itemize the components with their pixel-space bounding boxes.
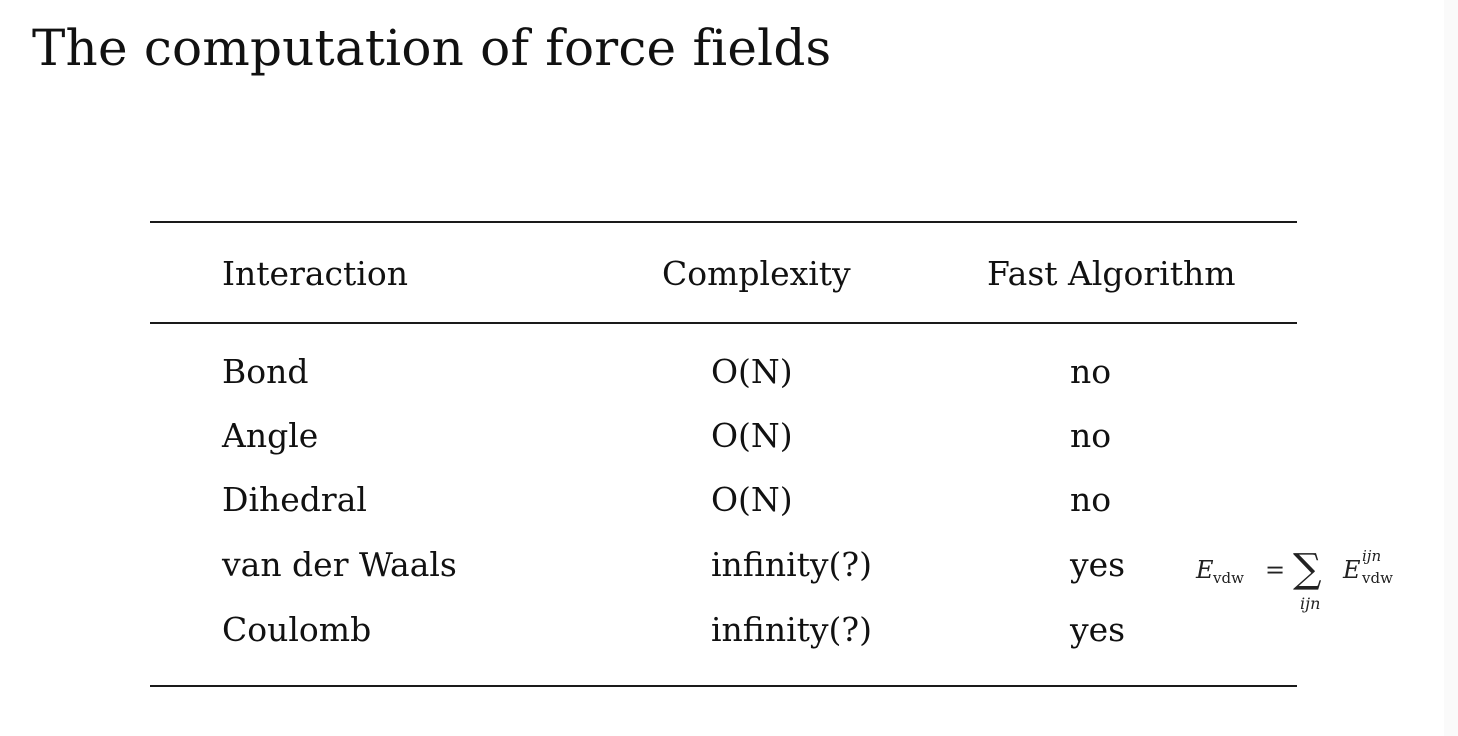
cell-interaction-van-der-waals: van der Waals xyxy=(222,545,457,584)
formula-lhs-subscript: vdw xyxy=(1213,569,1244,587)
slide-title: The computation of force fields xyxy=(32,19,832,77)
cell-complexity-van-der-waals: infinity(?) xyxy=(711,545,872,584)
cell-interaction-bond: Bond xyxy=(222,352,309,391)
vdw-energy-formula: E vdw = ∑ ijn E ijn vdw xyxy=(1196,548,1426,628)
cell-fast-algorithm-coulomb: yes xyxy=(1070,610,1126,649)
header-complexity: Complexity xyxy=(662,254,851,293)
formula-rhs-symbol: E xyxy=(1343,556,1361,584)
cell-complexity-coulomb: infinity(?) xyxy=(711,610,872,649)
cell-complexity-dihedral: O(N) xyxy=(711,480,793,519)
sum-index: ijn xyxy=(1300,594,1321,613)
right-edge-strip xyxy=(1444,0,1458,736)
cell-interaction-dihedral: Dihedral xyxy=(222,480,367,519)
header-interaction: Interaction xyxy=(222,254,408,293)
cell-fast-algorithm-angle: no xyxy=(1070,416,1112,455)
cell-complexity-bond: O(N) xyxy=(711,352,793,391)
table-top-rule xyxy=(150,221,1297,223)
formula-lhs-symbol: E xyxy=(1196,556,1214,584)
cell-fast-algorithm-van-der-waals: yes xyxy=(1070,545,1126,584)
table-bottom-rule xyxy=(150,685,1297,687)
header-fast-algorithm: Fast Algorithm xyxy=(987,254,1236,293)
table-header-rule xyxy=(150,322,1297,324)
cell-fast-algorithm-dihedral: no xyxy=(1070,480,1112,519)
cell-interaction-coulomb: Coulomb xyxy=(222,610,372,649)
sum-symbol: ∑ xyxy=(1293,546,1322,592)
formula-rhs-subscript: vdw xyxy=(1362,569,1393,587)
formula-rhs-superscript: ijn xyxy=(1362,547,1382,565)
cell-fast-algorithm-bond: no xyxy=(1070,352,1112,391)
cell-interaction-angle: Angle xyxy=(222,416,319,455)
cell-complexity-angle: O(N) xyxy=(711,416,793,455)
formula-equals: = xyxy=(1265,556,1286,584)
